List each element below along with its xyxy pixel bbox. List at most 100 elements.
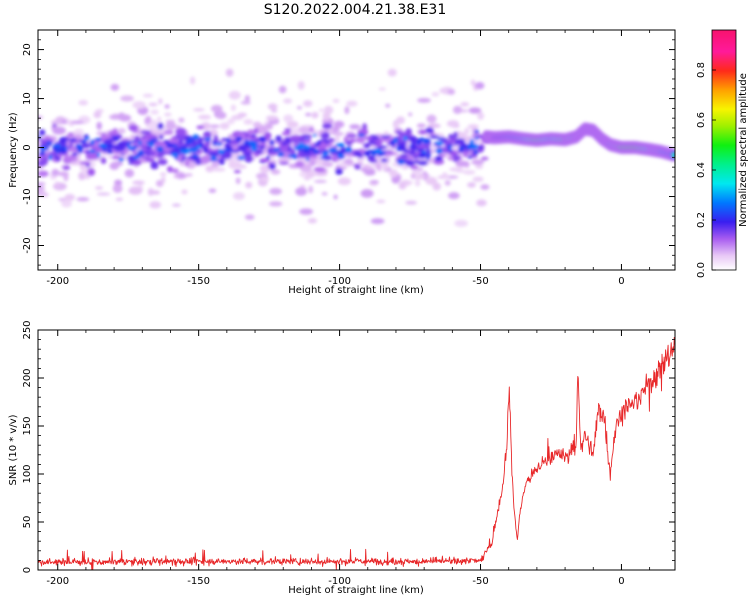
noise-speckle — [164, 104, 170, 109]
noise-speckle — [124, 168, 135, 178]
band-core — [471, 143, 479, 149]
noise-speckle — [161, 176, 166, 184]
noise-speckle — [376, 199, 386, 204]
band-core — [88, 149, 96, 153]
noise-speckle — [178, 117, 185, 123]
band-core — [192, 134, 200, 140]
band-core — [173, 147, 182, 151]
band-core — [40, 150, 46, 157]
band-core — [254, 150, 264, 154]
band-core — [236, 155, 246, 160]
y-tick-label: 250 — [22, 320, 33, 339]
x-tick-label: -200 — [46, 576, 69, 587]
noise-speckle — [52, 182, 67, 191]
noise-speckle — [244, 214, 255, 220]
band-core — [210, 155, 217, 162]
band-core — [303, 145, 311, 149]
noise-speckle — [355, 157, 366, 162]
band-core — [435, 148, 443, 154]
band-core — [434, 156, 443, 161]
band-core — [302, 148, 311, 153]
noise-speckle — [427, 123, 441, 129]
noise-speckle — [283, 98, 293, 104]
noise-speckle — [388, 169, 398, 178]
spectrogram-xlabel: Height of straight line (km) — [288, 285, 424, 296]
noise-speckle — [235, 177, 241, 185]
noise-speckle — [431, 92, 440, 97]
band-core — [435, 141, 444, 147]
noise-speckle — [475, 82, 485, 90]
noise-speckle — [321, 192, 328, 196]
band-blob — [449, 137, 457, 143]
snr-panel: -200 -150 -100 -50 0 0 50 100 150 200 250 Height o… — [8, 320, 676, 596]
band-core — [416, 139, 421, 144]
noise-speckle — [118, 114, 132, 122]
band-core — [240, 148, 247, 152]
band-core — [79, 139, 83, 143]
noise-speckle — [208, 188, 217, 193]
noise-speckle — [210, 104, 223, 113]
band-blob — [88, 153, 100, 160]
band-core — [474, 136, 479, 140]
x-tick-label: -100 — [328, 276, 351, 287]
colorbar-label: Normalized spectral amplitude — [738, 73, 749, 227]
noise-speckle — [228, 90, 241, 100]
noise-speckle — [51, 168, 60, 177]
noise-speckle — [339, 163, 350, 168]
band-blob — [163, 129, 174, 135]
band-core — [305, 137, 310, 140]
band-core — [192, 154, 198, 157]
band-blob — [410, 165, 419, 170]
band-core — [426, 154, 430, 161]
band-blob — [395, 130, 402, 134]
band-blob — [451, 154, 460, 162]
band-core — [320, 156, 327, 160]
noise-speckle — [414, 179, 421, 187]
y-tick-label: 100 — [22, 464, 33, 483]
band-blob — [308, 155, 319, 159]
band-blob — [69, 138, 78, 142]
noise-speckle — [370, 218, 385, 225]
noise-speckle — [468, 107, 482, 114]
band-blob — [313, 166, 326, 173]
band-core — [250, 145, 257, 150]
noise-speckle — [268, 201, 283, 207]
noise-speckle — [112, 184, 123, 193]
band-blob — [259, 157, 271, 163]
noise-speckle — [480, 184, 490, 190]
band-core — [129, 140, 137, 143]
snr-xlabel: Height of straight line (km) — [288, 585, 424, 596]
noise-speckle — [360, 167, 369, 172]
band-core — [217, 149, 225, 155]
band-blob — [157, 158, 168, 166]
noise-speckle — [193, 108, 205, 112]
noise-speckle — [237, 112, 247, 118]
band-blob — [472, 132, 481, 140]
band-blob — [417, 160, 428, 166]
band-blob — [87, 168, 96, 177]
noise-speckle — [64, 193, 76, 201]
noise-speckle — [277, 157, 287, 163]
noise-speckle — [369, 180, 379, 184]
noise-speckle — [387, 68, 397, 77]
noise-speckle — [333, 194, 338, 200]
band-blob — [100, 134, 112, 139]
noise-speckle — [410, 173, 416, 179]
noise-speckle — [408, 112, 413, 117]
y-tick-label: 200 — [22, 368, 33, 387]
noise-speckle — [115, 197, 124, 201]
band-blob — [275, 135, 282, 143]
band-core — [72, 152, 79, 156]
band-blob — [284, 128, 292, 132]
band-core — [469, 139, 475, 145]
band-blob — [415, 144, 427, 149]
band-blob — [184, 161, 190, 167]
colorbar-tick-label: 0.8 — [696, 62, 707, 78]
y-tick-label: 50 — [22, 516, 33, 529]
band-core — [340, 146, 346, 152]
band-core — [249, 141, 258, 147]
noise-speckle — [393, 121, 399, 128]
band-blob — [233, 169, 242, 174]
